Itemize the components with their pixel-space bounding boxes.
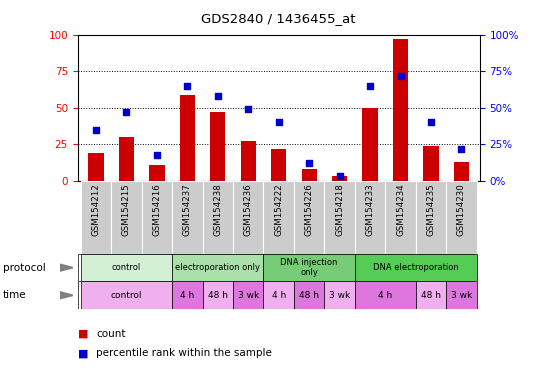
Text: DNA electroporation: DNA electroporation bbox=[373, 263, 459, 272]
Text: 4 h: 4 h bbox=[378, 291, 392, 300]
Text: GSM154216: GSM154216 bbox=[152, 183, 161, 236]
Bar bbox=[88, 153, 103, 181]
Point bbox=[396, 73, 405, 79]
Text: time: time bbox=[3, 290, 26, 300]
Text: GSM154234: GSM154234 bbox=[396, 183, 405, 236]
Point bbox=[153, 151, 161, 157]
Text: ■: ■ bbox=[78, 329, 88, 339]
Text: GSM154226: GSM154226 bbox=[304, 183, 314, 236]
Bar bbox=[172, 254, 264, 281]
Point bbox=[92, 127, 100, 133]
Bar bbox=[423, 146, 438, 181]
Point bbox=[244, 106, 252, 112]
Bar bbox=[142, 181, 172, 254]
Text: protocol: protocol bbox=[3, 263, 46, 273]
Text: 3 wk: 3 wk bbox=[329, 291, 350, 300]
Bar bbox=[241, 141, 256, 181]
Bar bbox=[111, 181, 142, 254]
Text: 48 h: 48 h bbox=[421, 291, 441, 300]
Text: GDS2840 / 1436455_at: GDS2840 / 1436455_at bbox=[202, 12, 356, 25]
Text: GSM154236: GSM154236 bbox=[244, 183, 253, 236]
Bar bbox=[271, 149, 286, 181]
Text: control: control bbox=[112, 263, 141, 272]
Text: GSM154222: GSM154222 bbox=[274, 183, 283, 236]
Polygon shape bbox=[60, 292, 73, 299]
Text: GSM154230: GSM154230 bbox=[457, 183, 466, 236]
Bar bbox=[81, 281, 172, 309]
Text: ■: ■ bbox=[78, 348, 88, 358]
Text: GSM154215: GSM154215 bbox=[122, 183, 131, 236]
Point bbox=[274, 119, 283, 126]
Bar bbox=[210, 112, 226, 181]
Text: count: count bbox=[96, 329, 126, 339]
Point bbox=[366, 83, 374, 89]
Bar bbox=[362, 108, 378, 181]
Bar bbox=[355, 281, 416, 309]
Text: 48 h: 48 h bbox=[299, 291, 319, 300]
Bar bbox=[264, 181, 294, 254]
Bar bbox=[393, 39, 408, 181]
Bar bbox=[294, 281, 324, 309]
Bar bbox=[332, 177, 347, 181]
Bar bbox=[233, 281, 264, 309]
Text: GSM154237: GSM154237 bbox=[183, 183, 192, 236]
Bar bbox=[416, 181, 446, 254]
Text: electroporation only: electroporation only bbox=[175, 263, 260, 272]
Bar bbox=[355, 254, 477, 281]
Bar bbox=[264, 254, 355, 281]
Bar bbox=[81, 254, 172, 281]
Bar bbox=[294, 181, 324, 254]
Bar bbox=[203, 181, 233, 254]
Point bbox=[213, 93, 222, 99]
Bar bbox=[119, 137, 134, 181]
Text: DNA injection
only: DNA injection only bbox=[280, 258, 338, 277]
Bar bbox=[324, 281, 355, 309]
Point bbox=[457, 146, 466, 152]
Text: 48 h: 48 h bbox=[208, 291, 228, 300]
Text: percentile rank within the sample: percentile rank within the sample bbox=[96, 348, 272, 358]
Text: control: control bbox=[111, 291, 142, 300]
Bar bbox=[355, 181, 385, 254]
Point bbox=[183, 83, 192, 89]
Text: GSM154212: GSM154212 bbox=[92, 183, 100, 236]
Bar bbox=[446, 181, 477, 254]
Text: 3 wk: 3 wk bbox=[237, 291, 259, 300]
Polygon shape bbox=[60, 264, 73, 271]
Point bbox=[305, 160, 314, 166]
Bar bbox=[302, 169, 317, 181]
Text: GSM154233: GSM154233 bbox=[366, 183, 375, 236]
Text: 3 wk: 3 wk bbox=[451, 291, 472, 300]
Text: 4 h: 4 h bbox=[180, 291, 195, 300]
Bar bbox=[203, 281, 233, 309]
Bar bbox=[172, 181, 203, 254]
Text: GSM154218: GSM154218 bbox=[335, 183, 344, 236]
Bar bbox=[180, 94, 195, 181]
Bar bbox=[150, 165, 165, 181]
Bar bbox=[416, 281, 446, 309]
Bar bbox=[233, 181, 264, 254]
Text: GSM154235: GSM154235 bbox=[427, 183, 435, 236]
Text: 4 h: 4 h bbox=[272, 291, 286, 300]
Point bbox=[336, 174, 344, 180]
Bar bbox=[264, 281, 294, 309]
Bar bbox=[385, 181, 416, 254]
Point bbox=[427, 119, 435, 126]
Text: GSM154238: GSM154238 bbox=[213, 183, 222, 236]
Bar bbox=[446, 281, 477, 309]
Bar bbox=[454, 162, 469, 181]
Bar bbox=[172, 281, 203, 309]
Bar bbox=[324, 181, 355, 254]
Bar bbox=[81, 181, 111, 254]
Point bbox=[122, 109, 131, 115]
